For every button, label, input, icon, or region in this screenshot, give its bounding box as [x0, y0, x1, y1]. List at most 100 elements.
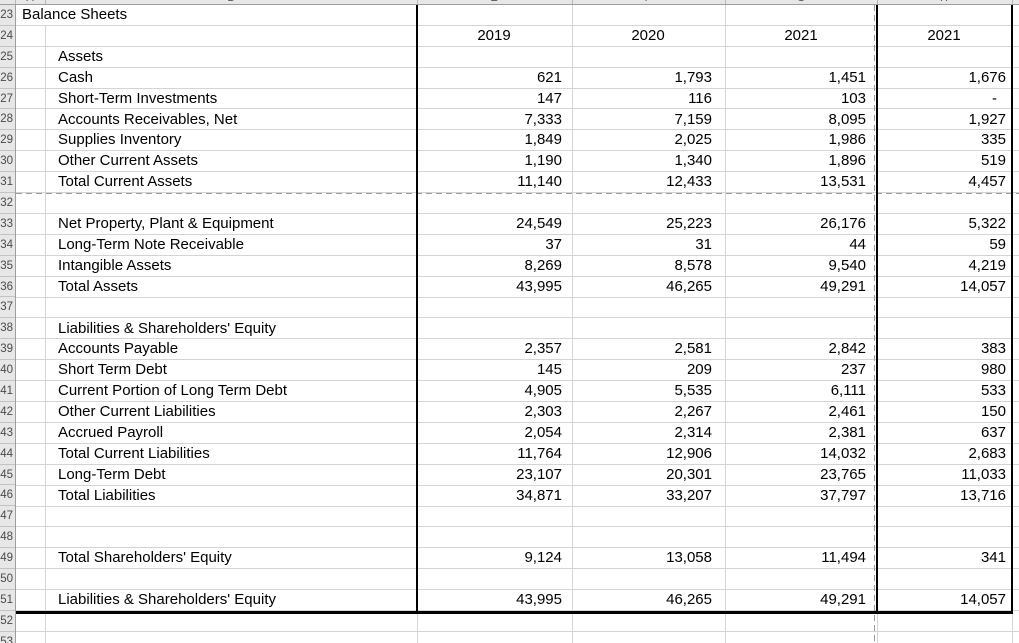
row-number[interactable]: 25: [0, 47, 15, 68]
row-number[interactable]: 37: [0, 297, 15, 319]
row-label-cell[interactable]: Current Portion of Long Term Debt: [58, 382, 288, 400]
value-cell[interactable]: 8,269: [524, 256, 562, 274]
column-header-h[interactable]: H: [932, 0, 956, 4]
value-cell[interactable]: 37: [545, 235, 562, 253]
value-cell[interactable]: 237: [840, 361, 866, 379]
row-label-cell[interactable]: Other Current Assets: [58, 152, 199, 170]
row-number[interactable]: 29: [0, 130, 15, 152]
value-cell[interactable]: 26,176: [820, 215, 866, 232]
value-cell[interactable]: 2,054: [524, 424, 562, 441]
row-number[interactable]: 45: [0, 465, 15, 486]
value-cell[interactable]: 43,995: [516, 277, 562, 295]
row-number[interactable]: 52: [0, 611, 15, 632]
value-cell[interactable]: 5,535: [674, 382, 712, 400]
row-number[interactable]: 53: [0, 632, 15, 643]
value-cell[interactable]: 1,340: [674, 152, 712, 170]
value-cell[interactable]: 209: [686, 361, 712, 379]
value-cell[interactable]: 11,140: [517, 173, 562, 191]
value-cell[interactable]: 14,057: [960, 277, 1006, 295]
row-label-cell[interactable]: Total Current Assets: [58, 173, 193, 191]
value-cell[interactable]: 147: [536, 89, 562, 107]
value-cell[interactable]: 1,676: [968, 68, 1006, 86]
value-cell[interactable]: 23,765: [820, 465, 866, 483]
value-cell[interactable]: 4,457: [968, 173, 1006, 191]
year-header-cell[interactable]: 2021: [927, 26, 961, 44]
row-number[interactable]: 50: [0, 569, 15, 590]
sheet-title-cell[interactable]: Balance Sheets: [22, 6, 128, 23]
row-number[interactable]: 30: [0, 151, 15, 173]
value-cell[interactable]: 5,322: [968, 215, 1006, 232]
value-cell[interactable]: 2,842: [828, 340, 866, 358]
section-label-cell[interactable]: Assets: [58, 47, 104, 65]
column-header-e[interactable]: E: [482, 0, 506, 4]
row-number[interactable]: 26: [0, 68, 15, 89]
row-number[interactable]: 40: [0, 360, 15, 382]
value-cell[interactable]: 12,906: [666, 444, 712, 462]
row-label-cell[interactable]: Liabilities & Shareholders' Equity: [58, 591, 276, 609]
value-cell[interactable]: 8,095: [828, 110, 866, 128]
value-cell[interactable]: 7,333: [524, 110, 562, 128]
value-cell[interactable]: 637: [980, 424, 1006, 441]
row-number[interactable]: 43: [0, 423, 15, 444]
value-cell[interactable]: 7,159: [674, 110, 712, 128]
value-cell[interactable]: 49,291: [820, 591, 866, 609]
value-cell[interactable]: 1,451: [828, 68, 866, 86]
value-cell[interactable]: 383: [980, 340, 1006, 358]
column-header-f[interactable]: F: [636, 0, 660, 4]
value-cell[interactable]: 46,265: [666, 591, 712, 609]
row-number[interactable]: 32: [0, 193, 15, 214]
value-cell[interactable]: 2,461: [828, 403, 866, 421]
row-number[interactable]: 24: [0, 26, 15, 47]
value-cell[interactable]: 150: [980, 403, 1006, 421]
value-cell[interactable]: -: [992, 89, 997, 107]
value-cell[interactable]: 13,531: [820, 173, 866, 191]
year-header-cell[interactable]: 2021: [784, 26, 818, 44]
row-number[interactable]: 41: [0, 381, 15, 402]
value-cell[interactable]: 11,033: [961, 465, 1006, 483]
row-label-cell[interactable]: Accrued Payroll: [58, 424, 164, 441]
row-label-cell[interactable]: Accounts Payable: [58, 340, 179, 358]
value-cell[interactable]: 2,581: [674, 340, 712, 358]
value-cell[interactable]: 11,764: [517, 444, 562, 462]
year-header-cell[interactable]: 2020: [631, 26, 665, 44]
value-cell[interactable]: 341: [980, 549, 1006, 567]
row-number[interactable]: 35: [0, 256, 15, 277]
value-cell[interactable]: 33,207: [666, 486, 712, 504]
row-number[interactable]: 31: [0, 172, 15, 194]
value-cell[interactable]: 2,381: [828, 424, 866, 441]
value-cell[interactable]: 24,549: [516, 215, 562, 232]
value-cell[interactable]: 1,849: [524, 131, 562, 149]
value-cell[interactable]: 8,578: [674, 256, 712, 274]
value-cell[interactable]: 2,683: [968, 444, 1006, 462]
value-cell[interactable]: 1,986: [828, 131, 866, 149]
value-cell[interactable]: 34,871: [516, 486, 562, 504]
value-cell[interactable]: 9,124: [524, 549, 562, 567]
value-cell[interactable]: 1,793: [674, 68, 712, 86]
value-cell[interactable]: 13,058: [666, 549, 712, 567]
value-cell[interactable]: 116: [688, 89, 712, 107]
row-label-cell[interactable]: Supplies Inventory: [58, 131, 182, 149]
value-cell[interactable]: 9,540: [828, 256, 866, 274]
value-cell[interactable]: 20,301: [666, 465, 712, 483]
value-cell[interactable]: 14,057: [960, 591, 1006, 609]
row-label-cell[interactable]: Total Liabilities: [58, 486, 156, 504]
row-label-cell[interactable]: Other Current Liabilities: [58, 403, 216, 421]
value-cell[interactable]: 25,223: [666, 215, 712, 232]
row-number[interactable]: 33: [0, 214, 15, 235]
column-header-b[interactable]: B: [219, 0, 243, 4]
row-number[interactable]: 28: [0, 109, 15, 131]
value-cell[interactable]: 14,032: [820, 444, 866, 462]
row-number[interactable]: 51: [0, 590, 15, 611]
row-number[interactable]: 49: [0, 548, 15, 570]
value-cell[interactable]: 37,797: [820, 486, 866, 504]
year-header-cell[interactable]: 2019: [477, 26, 511, 44]
value-cell[interactable]: 1,190: [524, 152, 562, 170]
row-number[interactable]: 39: [0, 339, 15, 361]
row-number[interactable]: 38: [0, 318, 15, 340]
value-cell[interactable]: 2,357: [524, 340, 562, 358]
row-number[interactable]: 44: [0, 444, 15, 465]
row-number[interactable]: 48: [0, 527, 15, 549]
value-cell[interactable]: 1,896: [828, 152, 866, 170]
value-cell[interactable]: 103: [840, 89, 866, 107]
value-cell[interactable]: 2,303: [524, 403, 562, 421]
